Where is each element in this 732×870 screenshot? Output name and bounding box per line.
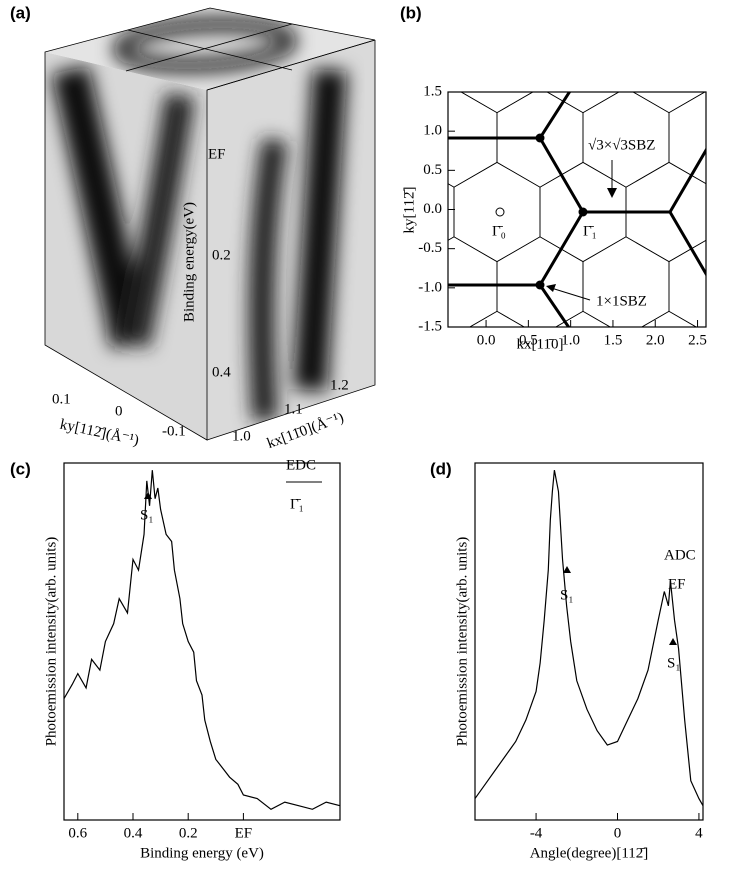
annotation: EDC [286, 457, 316, 473]
ky-axis-label: ky[112̄](Å⁻¹) [58, 417, 140, 449]
ky-tick-label: 0 [115, 403, 123, 419]
bz-hexagon [668, 92, 706, 185]
kx-tick-label: 1.0 [232, 428, 251, 444]
panel-label: (b) [400, 3, 422, 22]
energy-tick-label: 0.4 [212, 364, 231, 380]
annotation: Γ̄₁ [583, 223, 597, 239]
arrow-head [607, 188, 617, 198]
bz-hexagon [582, 236, 670, 327]
bz-hexagon [712, 311, 732, 410]
y-tick-label: -1.5 [418, 318, 442, 334]
peak-marker [563, 566, 571, 573]
gamma-marker [495, 207, 505, 217]
bz-hexagon [669, 386, 732, 485]
plot-frame [447, 91, 707, 328]
x-axis-label: Binding energy (eV) [140, 845, 264, 861]
kx-tick-label: 1.1 [284, 401, 303, 417]
y-tick-label: 0.5 [423, 162, 442, 178]
energy-axis-label: Binding energy(eV) [181, 202, 197, 322]
panel-label: (d) [430, 459, 452, 478]
ky-tick-label: 0.1 [52, 391, 71, 407]
x-axis-label: Angle(degree)[112̄] [530, 845, 649, 861]
x-tick-label: EF [235, 825, 253, 841]
x-tick-label: 2.5 [688, 332, 707, 348]
bz-hexagon [411, 0, 497, 38]
bz-hexagon [583, 386, 669, 485]
cube [44, 7, 376, 441]
y-tick-label: 0.0 [423, 201, 442, 217]
annotation: √3×√3SBZ [588, 137, 655, 153]
x-tick-label: 0.4 [124, 825, 143, 841]
energy-tick-label: 0.2 [212, 247, 231, 263]
bz-hexagon [460, 92, 534, 114]
x-tick-label: 0.6 [68, 825, 87, 841]
annotation: 1×1SBZ [596, 293, 647, 309]
x-tick-label: 1.0 [561, 332, 580, 348]
bz-hexagon [411, 386, 497, 485]
bz-hexagon [546, 92, 620, 114]
ky-tick-label: -0.1 [162, 423, 186, 439]
y-axis-label: Photoemission intensity(arb. units) [454, 537, 470, 747]
bz-hexagon [497, 0, 583, 38]
x-tick-label: 1.5 [604, 332, 623, 348]
annotation: EF [668, 576, 686, 592]
x-tick-label: -4 [530, 825, 543, 841]
panel-label: (c) [10, 459, 31, 478]
annotation: S₁ [140, 507, 154, 523]
x-tick-label: 2.0 [646, 332, 665, 348]
x-tick-label: 0.2 [179, 825, 198, 841]
peak-marker [669, 638, 677, 645]
x-tick-label: 0 [614, 825, 622, 841]
y-axis-label: Photoemission intensity(arb. units) [43, 537, 59, 747]
annotation: Γ̄₀ [492, 223, 506, 239]
bz-hexagon [325, 386, 411, 485]
plot-frame [63, 462, 341, 821]
bz-hexagon [669, 0, 732, 38]
energy-tick-label: EF [208, 146, 226, 162]
spectrum-line [63, 470, 341, 810]
x-tick-label: 0.0 [477, 332, 496, 348]
annotation: S₁ [667, 655, 681, 671]
arrow-head [546, 284, 556, 292]
panel-label: (a) [10, 3, 31, 22]
lattice [325, 0, 732, 485]
y-tick-label: -0.5 [418, 240, 442, 256]
annotation: S₁ [560, 587, 574, 603]
x-tick-label: 4 [695, 825, 703, 841]
bz-hexagon [453, 161, 541, 263]
plot-frame [474, 462, 704, 821]
x-axis-label: kx[11̄0] [517, 336, 564, 352]
bz-hexagon [712, 13, 732, 112]
arrow [547, 286, 591, 301]
bz-hexagon [583, 0, 669, 38]
annotation: Γ̄₁ [290, 496, 304, 512]
x-tick-label: 0.5 [519, 332, 538, 348]
y-tick-label: 1.0 [423, 123, 442, 139]
bz-hexagon [668, 239, 706, 327]
y-tick-label: -1.0 [418, 279, 442, 295]
kx-tick-label: 1.2 [330, 377, 349, 393]
bz-hexagon [632, 92, 706, 114]
bz-hexagon [469, 310, 525, 327]
y-axis-label: ky[112̄] [401, 187, 417, 234]
bz-hexagon [641, 310, 697, 327]
spectrum-line [474, 470, 704, 807]
bz-hexagon [497, 386, 583, 485]
bz-hexagon [712, 162, 732, 261]
annotation: ADC [664, 547, 696, 563]
y-tick-label: 1.5 [423, 83, 442, 99]
